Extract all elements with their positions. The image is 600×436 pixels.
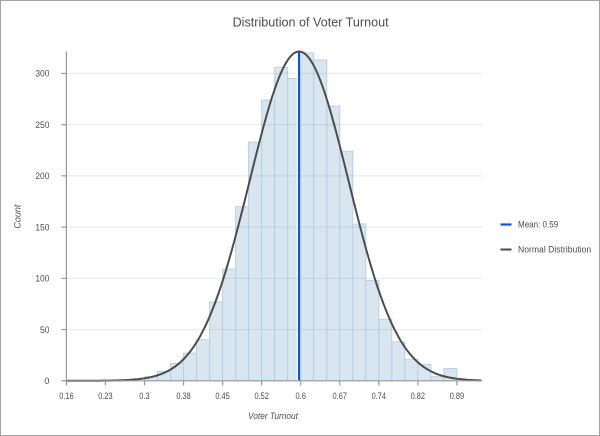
svg-text:0.16: 0.16 — [59, 391, 73, 401]
svg-text:0.3: 0.3 — [139, 391, 149, 401]
svg-text:150: 150 — [35, 222, 49, 232]
svg-text:0.6: 0.6 — [296, 391, 306, 401]
svg-text:0: 0 — [44, 376, 49, 386]
svg-text:Normal Distribution: Normal Distribution — [518, 245, 591, 255]
svg-text:100: 100 — [35, 274, 49, 284]
svg-text:50: 50 — [40, 325, 49, 335]
svg-text:0.67: 0.67 — [333, 391, 347, 401]
svg-text:Distribution of Voter Turnout: Distribution of Voter Turnout — [233, 16, 389, 30]
svg-text:0.82: 0.82 — [411, 391, 425, 401]
svg-text:0.38: 0.38 — [176, 391, 190, 401]
svg-text:0.23: 0.23 — [98, 391, 112, 401]
svg-text:0.45: 0.45 — [215, 391, 229, 401]
svg-text:200: 200 — [35, 171, 49, 181]
svg-text:0.89: 0.89 — [450, 391, 464, 401]
svg-text:Count: Count — [13, 204, 23, 229]
svg-text:0.74: 0.74 — [372, 391, 386, 401]
svg-text:300: 300 — [35, 69, 49, 79]
svg-text:0.52: 0.52 — [254, 391, 268, 401]
svg-text:Mean: 0.59: Mean: 0.59 — [518, 219, 558, 229]
svg-text:250: 250 — [35, 120, 49, 130]
svg-text:Voter Turnout: Voter Turnout — [248, 411, 298, 421]
